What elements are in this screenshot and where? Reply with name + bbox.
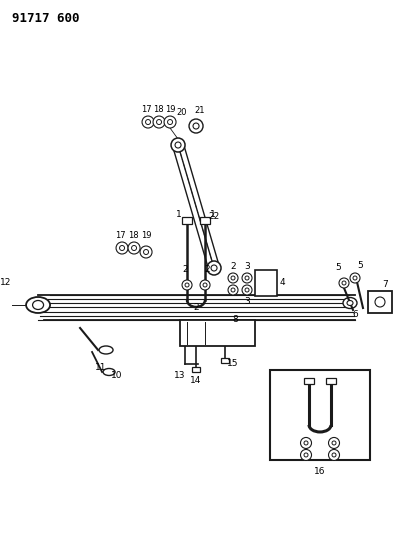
Circle shape <box>375 297 385 307</box>
Circle shape <box>203 283 207 287</box>
Text: 19: 19 <box>165 104 175 114</box>
Ellipse shape <box>99 346 113 354</box>
Circle shape <box>153 116 165 128</box>
Circle shape <box>328 438 339 448</box>
Circle shape <box>142 116 154 128</box>
Circle shape <box>128 242 140 254</box>
Circle shape <box>328 449 339 461</box>
Bar <box>304 378 314 384</box>
Text: 2: 2 <box>193 303 199 312</box>
Bar <box>200 216 210 223</box>
Circle shape <box>339 278 349 288</box>
Text: 3: 3 <box>244 297 250 306</box>
Text: 17: 17 <box>141 104 151 114</box>
Text: 5: 5 <box>335 263 341 272</box>
Circle shape <box>119 246 125 251</box>
Circle shape <box>140 246 152 258</box>
Circle shape <box>231 288 235 292</box>
Bar <box>221 359 229 364</box>
Text: 7: 7 <box>382 280 388 289</box>
Text: 17: 17 <box>115 230 125 239</box>
Circle shape <box>332 441 336 445</box>
Ellipse shape <box>343 297 357 309</box>
Text: 2: 2 <box>182 265 188 274</box>
Text: 11: 11 <box>95 364 107 373</box>
Bar <box>180 320 255 346</box>
Circle shape <box>231 276 235 280</box>
Text: 18: 18 <box>128 230 139 239</box>
Ellipse shape <box>347 301 353 305</box>
Circle shape <box>175 142 181 148</box>
Circle shape <box>353 276 357 280</box>
Ellipse shape <box>103 368 115 375</box>
Text: 6: 6 <box>352 311 358 319</box>
Text: 8: 8 <box>232 316 238 325</box>
Text: 16: 16 <box>314 467 326 477</box>
Text: 12: 12 <box>0 279 12 287</box>
Circle shape <box>228 273 238 283</box>
Circle shape <box>228 285 238 295</box>
Circle shape <box>116 242 128 254</box>
Circle shape <box>207 261 221 275</box>
Circle shape <box>332 453 336 457</box>
Circle shape <box>168 119 173 125</box>
Text: 19: 19 <box>141 230 151 239</box>
Circle shape <box>182 280 192 290</box>
Circle shape <box>300 438 312 448</box>
Text: 5: 5 <box>357 261 363 270</box>
Circle shape <box>144 249 148 254</box>
Ellipse shape <box>26 297 50 313</box>
Ellipse shape <box>33 301 43 310</box>
Circle shape <box>189 119 203 133</box>
Circle shape <box>185 283 189 287</box>
Text: 20: 20 <box>177 108 187 117</box>
FancyBboxPatch shape <box>368 291 392 313</box>
Circle shape <box>132 246 137 251</box>
Text: 4: 4 <box>279 279 285 287</box>
Text: 10: 10 <box>111 372 123 381</box>
Circle shape <box>242 285 252 295</box>
Circle shape <box>245 288 249 292</box>
Text: 21: 21 <box>195 106 205 115</box>
Text: 1: 1 <box>176 209 182 219</box>
Text: 13: 13 <box>174 372 186 381</box>
Bar <box>192 367 200 373</box>
Text: 14: 14 <box>190 376 202 385</box>
Circle shape <box>200 280 210 290</box>
Text: 2: 2 <box>230 262 236 271</box>
Circle shape <box>193 123 199 129</box>
Circle shape <box>146 119 150 125</box>
Circle shape <box>211 265 217 271</box>
Text: 2: 2 <box>204 265 210 274</box>
Circle shape <box>242 273 252 283</box>
Circle shape <box>350 273 360 283</box>
Text: 22: 22 <box>209 212 220 221</box>
Bar <box>326 378 336 384</box>
Text: 3: 3 <box>244 262 250 271</box>
Bar <box>255 270 277 296</box>
Circle shape <box>342 281 346 285</box>
Circle shape <box>245 276 249 280</box>
Circle shape <box>304 441 308 445</box>
Circle shape <box>156 119 162 125</box>
Text: 15: 15 <box>227 359 239 368</box>
Bar <box>270 370 370 460</box>
Circle shape <box>171 138 185 152</box>
Text: 91717 600: 91717 600 <box>12 12 80 25</box>
Circle shape <box>300 449 312 461</box>
Text: 1: 1 <box>210 209 216 219</box>
Bar <box>182 216 192 223</box>
Text: 18: 18 <box>153 104 163 114</box>
Circle shape <box>164 116 176 128</box>
Circle shape <box>304 453 308 457</box>
